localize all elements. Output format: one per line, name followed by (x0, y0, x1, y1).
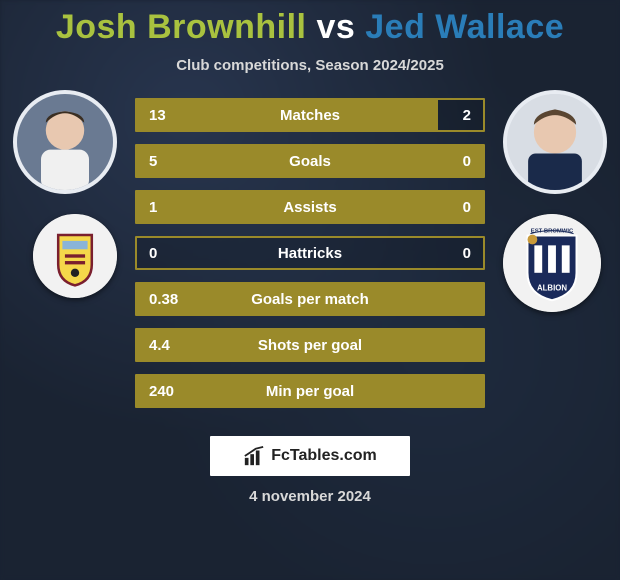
svg-text:ALBION: ALBION (537, 283, 567, 292)
stat-row: 0Hattricks0 (135, 236, 485, 270)
stat-label: Goals (197, 153, 423, 170)
stat-value-left: 4.4 (137, 337, 197, 354)
player1-avatar-icon (17, 94, 113, 190)
stat-value-right: 2 (423, 107, 483, 124)
player1-avatar (13, 90, 117, 194)
stat-value-left: 1 (137, 199, 197, 216)
vs-text: vs (316, 8, 355, 46)
stat-value-left: 0 (137, 245, 197, 262)
chart-icon (243, 445, 265, 467)
stat-row: 5Goals0 (135, 144, 485, 178)
stat-label: Shots per goal (197, 337, 423, 354)
stat-label: Assists (197, 199, 423, 216)
stat-value-right: 0 (423, 245, 483, 262)
player2-avatar-icon (507, 94, 603, 190)
footer-date: 4 november 2024 (0, 488, 620, 505)
stat-label: Goals per match (197, 291, 423, 308)
left-side (13, 90, 117, 298)
site-name: FcTables.com (271, 447, 377, 465)
stat-row: 0.38Goals per match (135, 282, 485, 316)
stat-label: Matches (197, 107, 423, 124)
stat-row: 1Assists0 (135, 190, 485, 224)
site-logo: FcTables.com (210, 436, 410, 476)
stat-bars: 13Matches25Goals01Assists00Hattricks00.3… (135, 98, 485, 408)
right-side: ALBION EST BROMWIC (503, 90, 607, 312)
stat-row: 240Min per goal (135, 374, 485, 408)
player1-club-crest (33, 214, 117, 298)
stat-label: Hattricks (197, 245, 423, 262)
stat-value-left: 240 (137, 383, 197, 400)
svg-text:EST BROMWIC: EST BROMWIC (531, 229, 574, 235)
stat-row: 4.4Shots per goal (135, 328, 485, 362)
stat-row: 13Matches2 (135, 98, 485, 132)
stat-value-right: 0 (423, 199, 483, 216)
stat-label: Min per goal (197, 383, 423, 400)
stat-value-left: 0.38 (137, 291, 197, 308)
stat-value-left: 13 (137, 107, 197, 124)
content-wrapper: Josh Brownhill vs Jed Wallace Club compe… (0, 0, 620, 505)
main-row: 13Matches25Goals01Assists00Hattricks00.3… (0, 98, 620, 408)
stat-value-left: 5 (137, 153, 197, 170)
subtitle: Club competitions, Season 2024/2025 (0, 57, 620, 74)
comparison-title: Josh Brownhill vs Jed Wallace (0, 8, 620, 47)
west-brom-crest-icon: ALBION EST BROMWIC (503, 214, 601, 312)
player2-name: Jed Wallace (365, 8, 564, 46)
player2-avatar (503, 90, 607, 194)
player1-name: Josh Brownhill (56, 8, 307, 46)
stat-value-right: 0 (423, 153, 483, 170)
burnley-crest-icon (33, 214, 117, 298)
player2-club-crest: ALBION EST BROMWIC (503, 214, 601, 312)
